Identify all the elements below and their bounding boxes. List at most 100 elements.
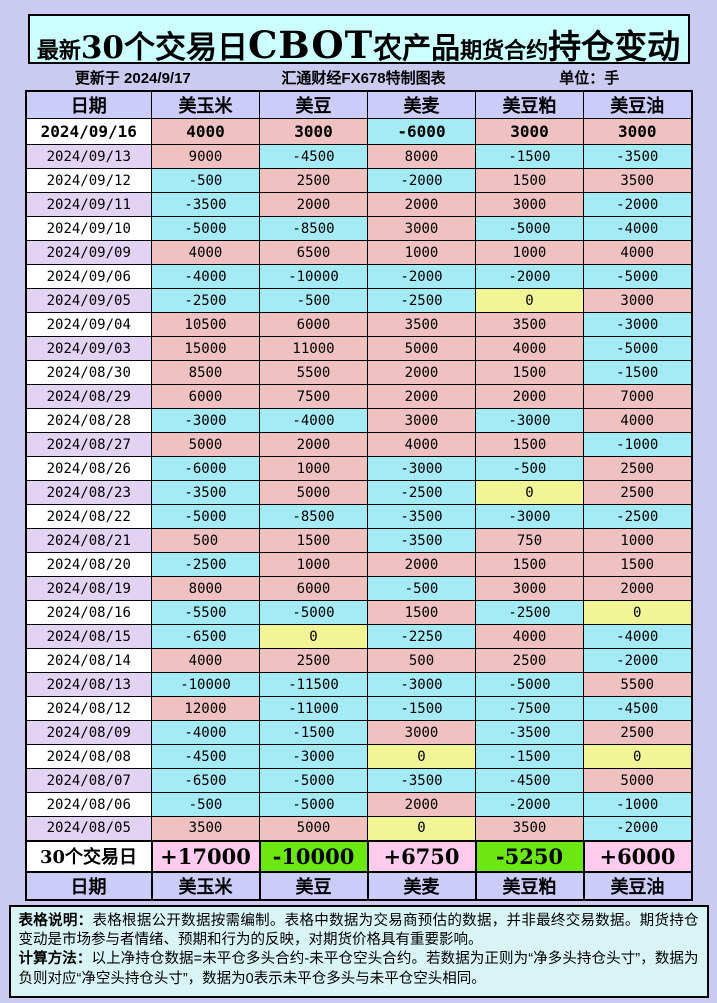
table-row: 2024/09/09 4000 6500 1000 1000 4000	[25, 240, 692, 265]
table-row: 2024/09/03 15000 11000 5000 4000 -5000	[25, 336, 692, 361]
table-row: 2024/09/04 10500 6000 3500 3500 -3000	[25, 312, 692, 337]
column-header-cell: 美豆	[259, 90, 368, 119]
column-header-cell: 美玉米	[150, 870, 261, 901]
date-cell: 2024/08/30	[25, 360, 152, 385]
date-cell: 2024/08/20	[25, 552, 152, 577]
date-cell: 2024/09/04	[25, 312, 152, 337]
value-cell: 3000	[367, 216, 476, 241]
summary-value-cell: +6000	[582, 839, 693, 873]
date-cell: 2024/08/23	[25, 480, 152, 505]
value-cell: -3500	[151, 480, 260, 505]
value-cell: 3000	[475, 192, 584, 217]
value-cell: -11500	[259, 672, 368, 697]
table-row: 2024/08/23 -3500 5000 -2500 0 2500	[25, 480, 692, 505]
value-cell: 8000	[367, 144, 476, 169]
value-cell: 500	[367, 648, 476, 673]
value-cell: -5500	[151, 600, 260, 625]
unit-label: 单位：手	[559, 69, 620, 87]
value-cell: -5000	[583, 264, 692, 289]
value-cell: -500	[151, 792, 260, 817]
value-cell: -2000	[583, 816, 692, 841]
summary-value-cell: +17000	[150, 839, 261, 873]
value-cell: 2500	[583, 456, 692, 481]
note-text: 以上净持仓数据=未平仓多头合约-未平仓空头合约。若数据为正则为“净多头持仓头寸”…	[18, 951, 699, 987]
value-cell: 4000	[475, 624, 584, 649]
value-cell: -4000	[151, 720, 260, 745]
value-cell: -5000	[475, 672, 584, 697]
table-row: 2024/08/16 -5500 -5000 1500 -2500 0	[25, 600, 692, 625]
value-cell: -1500	[475, 744, 584, 769]
value-cell: 6000	[259, 576, 368, 601]
table-row: 2024/08/30 8500 5500 2000 1500 -1500	[25, 360, 692, 385]
value-cell: -2250	[367, 624, 476, 649]
title-segment: CBOT	[247, 23, 374, 67]
value-cell: -5000	[259, 792, 368, 817]
table-footer-header-row: 日期 美玉米 美豆 美麦 美豆粕 美豆油	[24, 870, 693, 901]
value-cell: 3000	[475, 118, 584, 145]
table-row: 2024/09/06 -4000 -10000 -2000 -2000 -5000	[25, 264, 692, 289]
value-cell: 6500	[259, 240, 368, 265]
page-title: 最新 30个交易日 CBOT 农产品 期货合约 持仓变动	[27, 14, 690, 67]
date-cell: 2024/08/12	[25, 696, 152, 721]
column-header-cell: 美豆粕	[474, 870, 585, 901]
value-cell: 1500	[475, 552, 584, 577]
source-label: 汇通财经FX678特制图表	[281, 69, 446, 87]
date-cell: 2024/09/05	[25, 288, 152, 313]
value-cell: 3000	[583, 288, 692, 313]
date-cell: 2024/08/26	[25, 456, 152, 481]
table-row: 2024/08/19 8000 6000 -500 3000 2000	[25, 576, 692, 601]
value-cell: 4000	[151, 240, 260, 265]
table-row: 2024/08/27 5000 2000 4000 1500 -1000	[25, 432, 692, 457]
value-cell: -2500	[367, 288, 476, 313]
value-cell: 3000	[259, 118, 368, 145]
value-cell: 1000	[583, 528, 692, 553]
note-text: 表格根据公开数据按需编制。表格中数据为交易商预估的数据，并非最终交易数据。期货持…	[18, 912, 699, 948]
value-cell: -500	[475, 456, 584, 481]
value-cell: 5500	[259, 360, 368, 385]
value-cell: 5000	[259, 816, 368, 841]
value-cell: -6000	[367, 118, 476, 145]
value-cell: 2000	[367, 552, 476, 577]
date-cell: 2024/08/28	[25, 408, 152, 433]
date-cell: 2024/08/29	[25, 384, 152, 409]
value-cell: 1500	[367, 600, 476, 625]
value-cell: -4000	[259, 408, 368, 433]
date-cell: 2024/08/27	[25, 432, 152, 457]
value-cell: 1000	[367, 240, 476, 265]
value-cell: -8500	[259, 504, 368, 529]
date-cell: 2024/09/09	[25, 240, 152, 265]
value-cell: 5000	[259, 480, 368, 505]
column-header-cell: 美玉米	[151, 90, 260, 119]
table-row: 2024/09/10 -5000 -8500 3000 -5000 -4000	[25, 216, 692, 241]
value-cell: 8000	[151, 576, 260, 601]
table-row: 2024/09/11 -3500 2000 2000 3000 -2000	[25, 192, 692, 217]
date-cell: 2024/09/16	[25, 118, 152, 145]
title-segment: 农产品	[373, 31, 461, 65]
date-cell: 2024/08/08	[25, 744, 152, 769]
value-cell: 6000	[259, 312, 368, 337]
table-row: 2024/08/15 -6500 0 -2250 4000 -4000	[25, 624, 692, 649]
summary-row: 30个交易日 +17000 -10000 +6750 -5250 +6000	[24, 839, 693, 873]
value-cell: -3000	[475, 408, 584, 433]
value-cell: -2000	[367, 168, 476, 193]
notes-box: 表格说明：表格根据公开数据按需编制。表格中数据为交易商预估的数据，并非最终交易数…	[8, 904, 709, 999]
value-cell: 3500	[475, 816, 584, 841]
value-cell: -2000	[475, 792, 584, 817]
value-cell: -5000	[583, 336, 692, 361]
value-cell: 2500	[583, 720, 692, 745]
value-cell: 4000	[367, 432, 476, 457]
table-row: 2024/08/14 4000 2500 500 2500 -2000	[25, 648, 692, 673]
value-cell: 4000	[151, 648, 260, 673]
title-segment: 持仓变动	[548, 27, 681, 66]
value-cell: -10000	[151, 672, 260, 697]
value-cell: -1000	[583, 792, 692, 817]
value-cell: 7000	[583, 384, 692, 409]
table-row: 2024/08/29 6000 7500 2000 2000 7000	[25, 384, 692, 409]
value-cell: 1500	[583, 552, 692, 577]
value-cell: -1500	[475, 144, 584, 169]
table-row: 2024/08/07 -6500 -5000 -3500 -4500 5000	[25, 768, 692, 793]
value-cell: 4000	[583, 240, 692, 265]
table-row: 2024/08/05 3500 5000 0 3500 -2000	[25, 816, 692, 841]
value-cell: 0	[583, 744, 692, 769]
value-cell: 1500	[475, 168, 584, 193]
